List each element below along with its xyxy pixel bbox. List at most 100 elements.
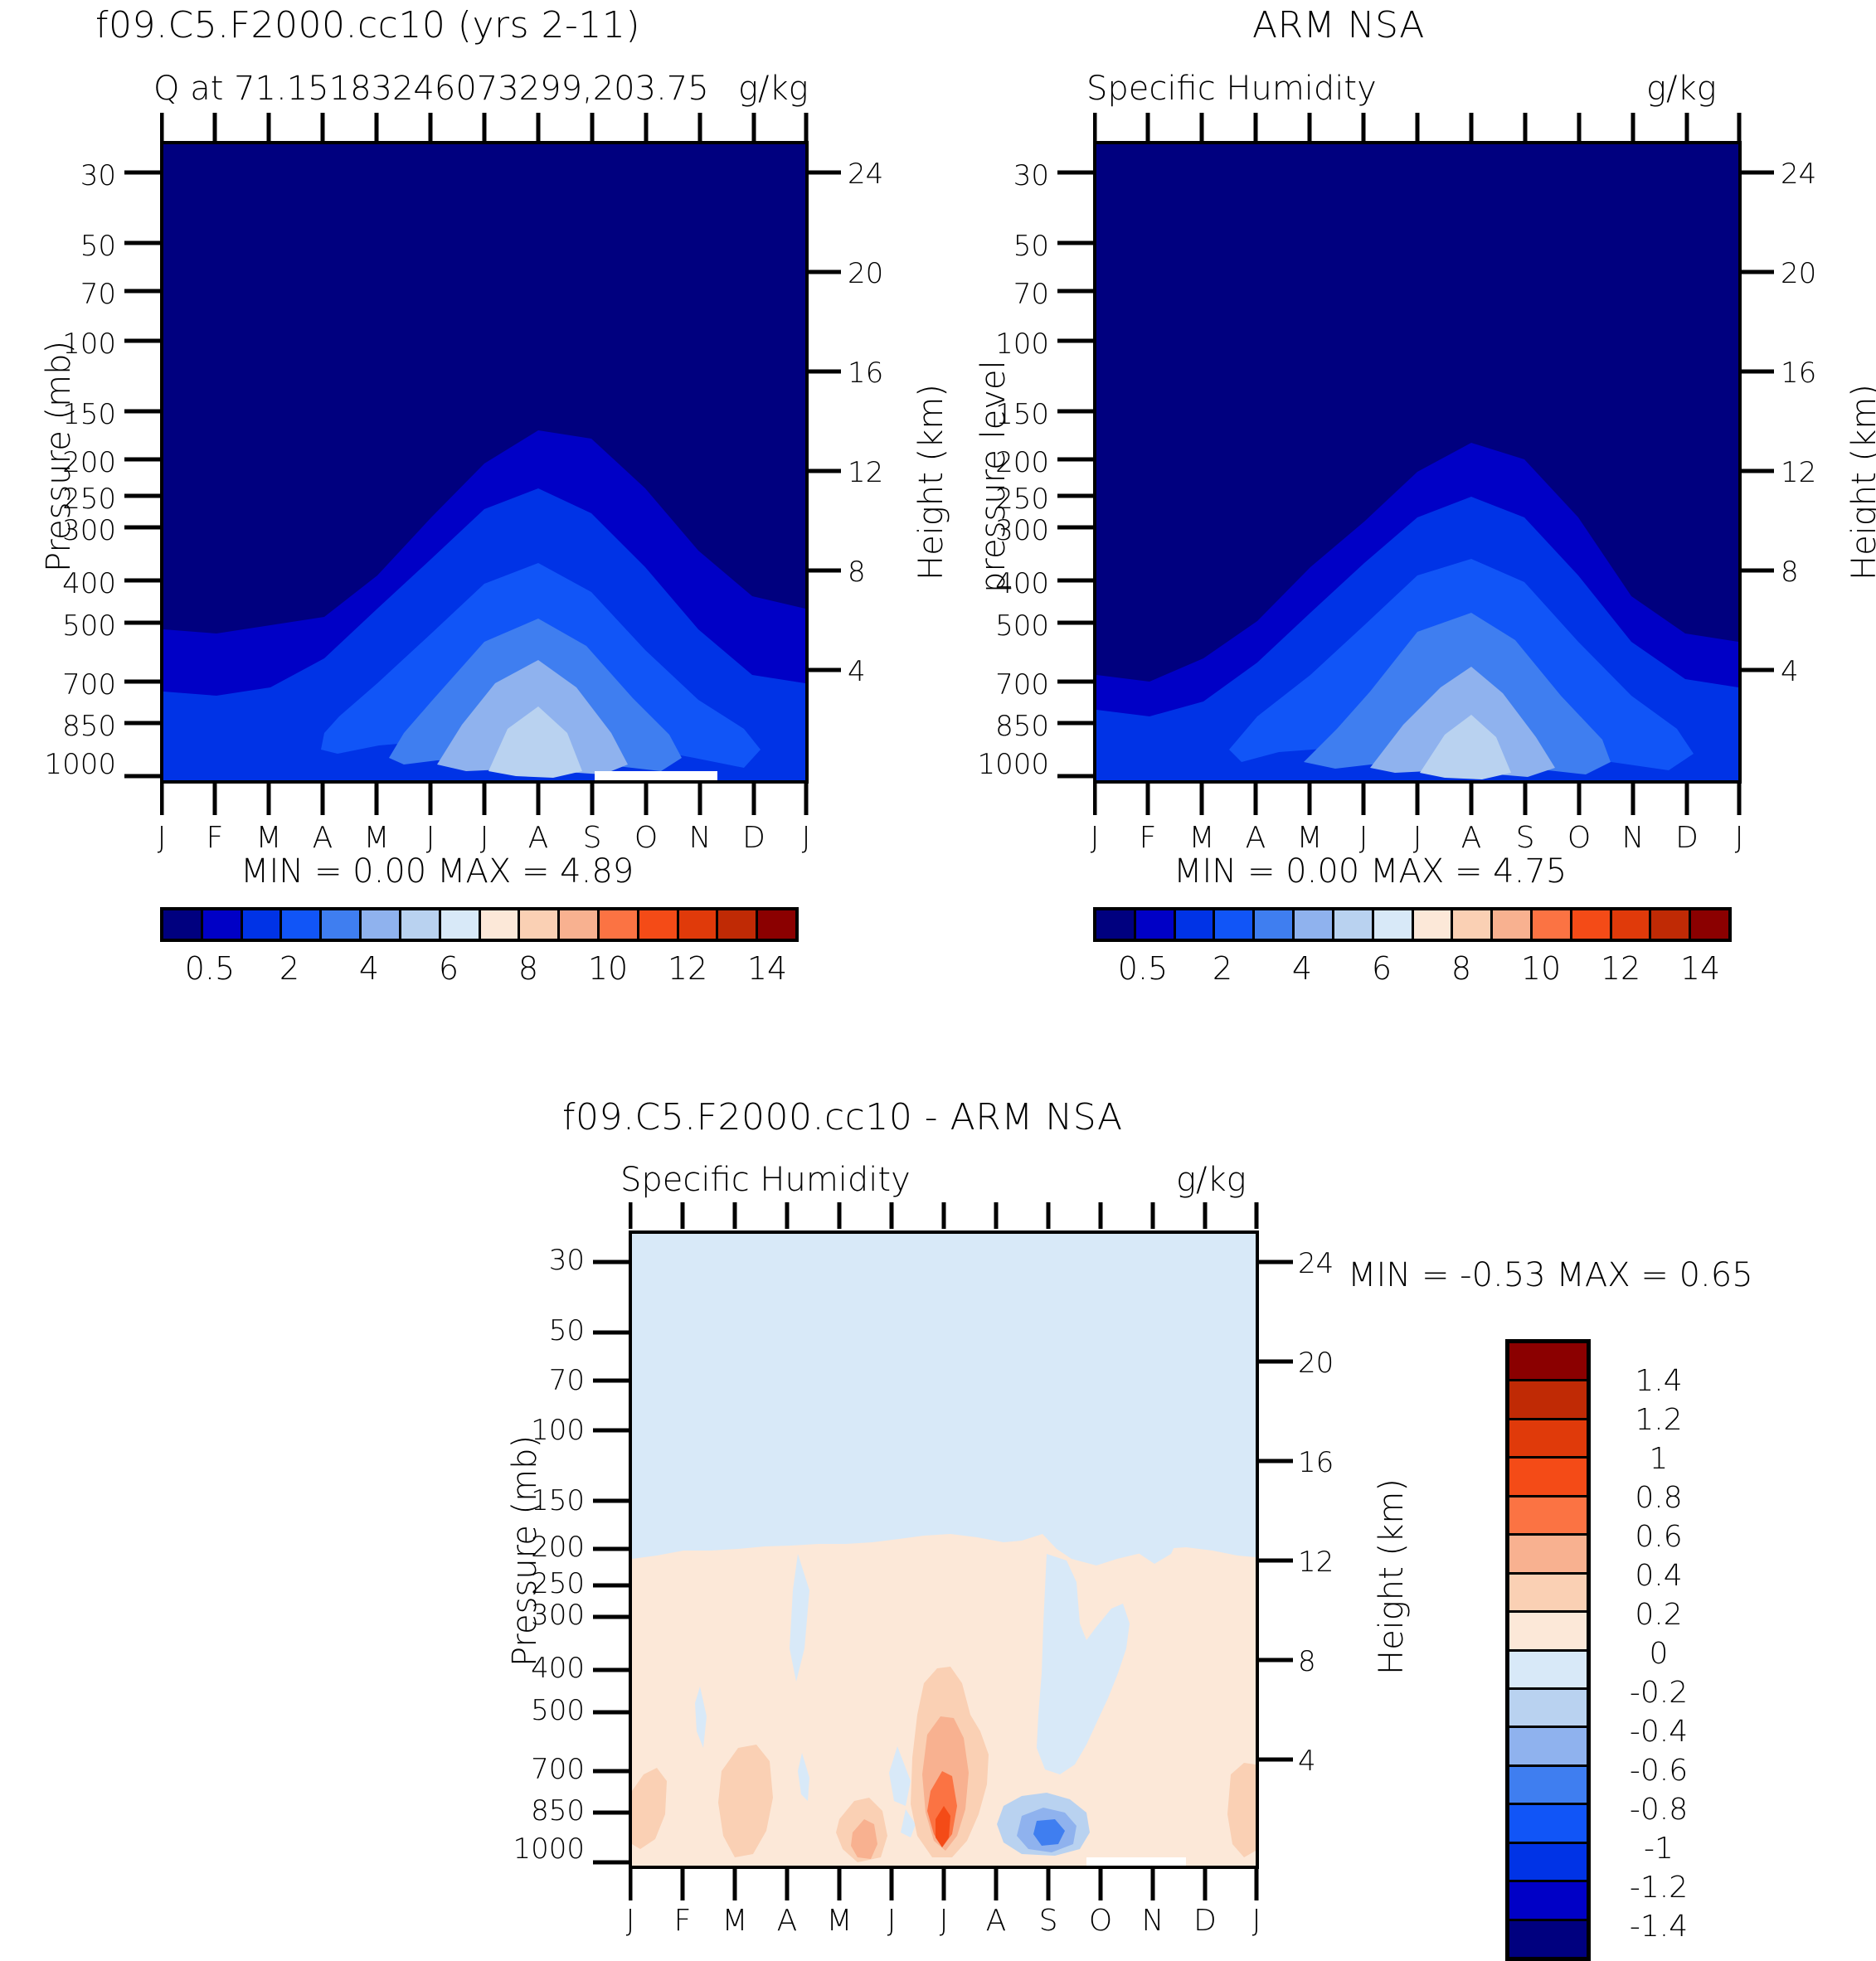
diff-htick-4: 4 bbox=[1298, 1745, 1316, 1778]
model-ptick-850: 850 bbox=[62, 710, 116, 743]
model-htick-4: 4 bbox=[848, 655, 866, 688]
diff-ptick-500: 500 bbox=[531, 1694, 585, 1727]
obs-cbar-label-1: 2 bbox=[1212, 950, 1233, 987]
obs-ptick-50: 50 bbox=[1013, 230, 1049, 263]
diff-top-ticks bbox=[629, 1202, 1259, 1229]
obs-htick-20: 20 bbox=[1781, 257, 1817, 290]
cbar-cell-0 bbox=[163, 910, 203, 939]
obs-top-ticks bbox=[1093, 113, 1742, 141]
obs-bottom-ticks bbox=[1093, 784, 1742, 815]
obs-title: ARM NSA bbox=[1252, 4, 1425, 46]
diff-subtitle-units: g/kg bbox=[1176, 1161, 1247, 1199]
cbar-cell-3 bbox=[282, 910, 323, 939]
obs-cbar-label-5: 10 bbox=[1520, 950, 1562, 987]
obs-mtick-11: D bbox=[1675, 821, 1699, 855]
obs-mtick-0: J bbox=[1090, 821, 1100, 855]
model-mtick-1: F bbox=[206, 821, 224, 855]
vcbar-cell-14 bbox=[1509, 1882, 1587, 1921]
model-mtick-4: M bbox=[363, 821, 390, 855]
obs-ptick-400: 400 bbox=[995, 567, 1049, 600]
model-cbar-label-4: 8 bbox=[518, 950, 539, 987]
obs-htick-12: 12 bbox=[1781, 456, 1817, 489]
diff-cbar-label-7: 0 bbox=[1649, 1637, 1669, 1671]
obs-mtick-9: O bbox=[1567, 821, 1592, 855]
model-cbar-label-7: 14 bbox=[746, 950, 788, 987]
diff-cbar-label-11: -0.8 bbox=[1629, 1793, 1689, 1827]
model-subtitle-units: g/kg bbox=[738, 70, 809, 108]
vcbar-cell-5 bbox=[1509, 1536, 1587, 1575]
model-ptick-200: 200 bbox=[62, 446, 116, 479]
diff-htick-24: 24 bbox=[1298, 1247, 1334, 1280]
obs-ylabel-height: Height (km) bbox=[1845, 384, 1876, 580]
obs-contour-field bbox=[1096, 144, 1738, 780]
vcbar-cell-10 bbox=[1509, 1728, 1587, 1767]
model-mtick-3: A bbox=[312, 821, 333, 855]
diff-mtick-9: O bbox=[1088, 1904, 1113, 1938]
obs-ptick-30: 30 bbox=[1013, 159, 1049, 192]
diff-bottom-ticks bbox=[629, 1869, 1259, 1900]
model-plot-area bbox=[160, 141, 809, 784]
diff-contour-field bbox=[632, 1234, 1256, 1866]
diff-cbar-label-13: -1.2 bbox=[1629, 1871, 1689, 1905]
vcbar-cell-13 bbox=[1509, 1843, 1587, 1883]
cbar-cell-1 bbox=[1135, 910, 1176, 939]
obs-htick-24: 24 bbox=[1781, 158, 1817, 191]
vcbar-cell-6 bbox=[1509, 1574, 1587, 1614]
cbar-cell-14 bbox=[1651, 910, 1692, 939]
obs-cbar-label-0: 0.5 bbox=[1117, 950, 1169, 987]
diff-ptick-150: 150 bbox=[531, 1484, 585, 1517]
obs-ptick-100: 100 bbox=[995, 328, 1049, 361]
obs-minmax: MIN = 0.00 MAX = 4.75 bbox=[1174, 852, 1567, 891]
diff-ptick-70: 70 bbox=[548, 1364, 585, 1397]
diff-cbar-label-0: 1.4 bbox=[1635, 1364, 1683, 1398]
model-htick-8: 8 bbox=[848, 556, 866, 589]
model-ptick-50: 50 bbox=[80, 230, 116, 263]
diff-mtick-1: F bbox=[673, 1904, 692, 1938]
cbar-cell-6 bbox=[401, 910, 441, 939]
diff-ptick-700: 700 bbox=[531, 1753, 585, 1786]
obs-ptick-850: 850 bbox=[995, 710, 1049, 743]
vcbar-cell-3 bbox=[1509, 1459, 1587, 1497]
model-minmax: MIN = 0.00 MAX = 4.89 bbox=[241, 852, 634, 891]
model-cbar-label-3: 6 bbox=[438, 950, 459, 987]
diff-mtick-4: M bbox=[826, 1904, 853, 1938]
obs-right-ticks bbox=[1737, 170, 1774, 672]
diff-ptick-50: 50 bbox=[548, 1314, 585, 1347]
vcbar-cell-15 bbox=[1509, 1920, 1587, 1957]
model-ptick-500: 500 bbox=[62, 609, 116, 643]
obs-htick-16: 16 bbox=[1781, 357, 1817, 390]
obs-mtick-5: J bbox=[1358, 821, 1368, 855]
obs-ptick-70: 70 bbox=[1013, 278, 1049, 311]
obs-mtick-10: N bbox=[1621, 821, 1645, 855]
diff-cbar-label-9: -0.4 bbox=[1629, 1715, 1689, 1749]
cbar-cell-12 bbox=[1572, 910, 1612, 939]
model-subtitle-left: Q at 71.15183246073299,203.75 bbox=[153, 70, 709, 108]
obs-mtick-2: M bbox=[1188, 821, 1215, 855]
diff-htick-16: 16 bbox=[1298, 1446, 1334, 1479]
obs-cbar-label-4: 8 bbox=[1451, 950, 1472, 987]
cbar-cell-7 bbox=[1373, 910, 1414, 939]
diff-title: f09.C5.F2000.cc10 - ARM NSA bbox=[562, 1096, 1123, 1138]
obs-cbar-label-3: 6 bbox=[1371, 950, 1392, 987]
obs-htick-4: 4 bbox=[1781, 655, 1799, 688]
cbar-cell-15 bbox=[758, 910, 795, 939]
model-mtick-7: A bbox=[527, 821, 549, 855]
diff-mtick-3: A bbox=[776, 1904, 798, 1938]
cbar-cell-11 bbox=[599, 910, 639, 939]
cbar-cell-2 bbox=[1175, 910, 1216, 939]
model-mtick-8: S bbox=[582, 821, 602, 855]
obs-left-ticks bbox=[1057, 170, 1094, 779]
diff-subtitle-left: Specific Humidity bbox=[620, 1161, 911, 1199]
cbar-cell-15 bbox=[1691, 910, 1728, 939]
model-mtick-12: J bbox=[801, 821, 811, 855]
diff-mtick-2: M bbox=[722, 1904, 748, 1938]
vcbar-cell-4 bbox=[1509, 1497, 1587, 1536]
diff-cbar-label-1: 1.2 bbox=[1635, 1403, 1683, 1437]
model-ptick-700: 700 bbox=[62, 668, 116, 701]
model-mtick-11: D bbox=[742, 821, 765, 855]
obs-mtick-1: F bbox=[1139, 821, 1157, 855]
obs-mtick-3: A bbox=[1245, 821, 1266, 855]
diff-htick-8: 8 bbox=[1298, 1645, 1316, 1678]
diff-ylabel-height: Height (km) bbox=[1373, 1478, 1411, 1675]
diff-cbar-label-3: 0.8 bbox=[1635, 1481, 1683, 1515]
